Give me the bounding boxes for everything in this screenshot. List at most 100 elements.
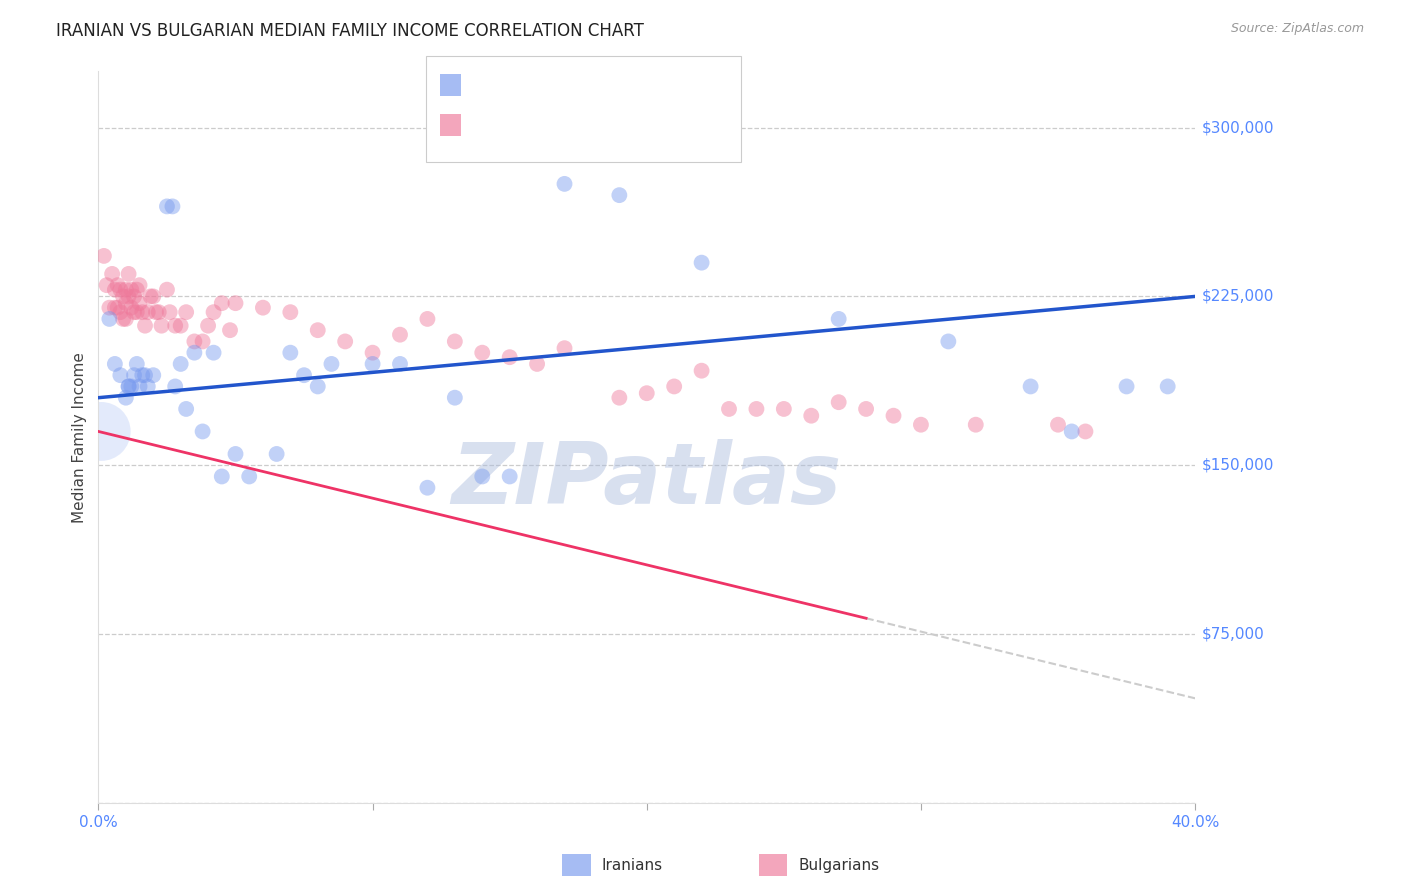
Point: [197, 318, 219, 333]
Point: [159, 305, 181, 319]
Point: [131, 305, 153, 319]
Text: Iranians: Iranians: [602, 858, 662, 872]
Point: [107, 301, 129, 315]
Point: [416, 312, 439, 326]
Point: [388, 357, 412, 371]
Point: [107, 278, 129, 293]
Point: [202, 305, 225, 319]
Point: [1019, 379, 1042, 393]
Point: [104, 283, 127, 297]
Point: [110, 305, 132, 319]
Point: [773, 401, 796, 416]
Point: [219, 323, 242, 337]
Point: [134, 368, 156, 383]
Point: [499, 350, 522, 364]
Point: [145, 305, 167, 319]
Point: [690, 255, 713, 269]
Point: [148, 305, 170, 319]
Text: 0.286: 0.286: [510, 78, 558, 92]
Point: [120, 283, 142, 297]
Point: [307, 379, 329, 393]
Point: [526, 357, 548, 371]
Point: [965, 417, 987, 432]
Point: [162, 199, 184, 213]
Point: [855, 401, 877, 416]
Point: [117, 379, 139, 393]
Point: [828, 395, 851, 409]
Point: [104, 357, 127, 371]
Text: $225,000: $225,000: [1202, 289, 1274, 304]
Point: [211, 296, 233, 310]
Point: [93, 249, 115, 263]
Text: R =: R =: [471, 118, 505, 132]
Point: [90, 425, 112, 439]
Point: [122, 368, 145, 383]
Point: [609, 188, 631, 202]
Point: [191, 425, 214, 439]
Point: [211, 469, 233, 483]
Point: [125, 357, 148, 371]
Point: [120, 379, 142, 393]
Point: [122, 289, 145, 303]
Point: [136, 379, 159, 393]
Text: ZIPatlas: ZIPatlas: [451, 440, 842, 523]
Point: [718, 401, 741, 416]
Point: [96, 278, 118, 293]
Y-axis label: Median Family Income: Median Family Income: [72, 351, 87, 523]
Point: [122, 305, 145, 319]
Point: [266, 447, 288, 461]
Point: [115, 283, 138, 297]
Point: [139, 289, 162, 303]
Point: [115, 296, 138, 310]
Point: [142, 289, 165, 303]
Point: [361, 345, 384, 359]
Point: [183, 345, 205, 359]
Point: [883, 409, 905, 423]
Point: [1157, 379, 1180, 393]
Text: $150,000: $150,000: [1202, 458, 1274, 473]
Point: [321, 357, 343, 371]
Text: -0.358: -0.358: [510, 118, 565, 132]
Point: [361, 357, 384, 371]
Point: [150, 318, 173, 333]
Text: R =: R =: [471, 78, 505, 92]
Point: [112, 312, 135, 326]
Point: [636, 386, 658, 401]
Point: [165, 318, 187, 333]
Point: [156, 283, 179, 297]
Point: [938, 334, 960, 349]
Point: [104, 301, 127, 315]
Point: [191, 334, 214, 349]
Point: [98, 301, 121, 315]
Text: $300,000: $300,000: [1202, 120, 1275, 135]
Point: [444, 334, 467, 349]
Point: [117, 379, 139, 393]
Point: [174, 401, 197, 416]
Point: [609, 391, 631, 405]
Point: [165, 379, 187, 393]
Text: 49: 49: [598, 78, 619, 92]
Text: $75,000: $75,000: [1202, 626, 1265, 641]
Point: [471, 345, 494, 359]
Point: [1046, 417, 1070, 432]
Point: [238, 469, 260, 483]
Point: [112, 289, 135, 303]
Point: [183, 334, 205, 349]
Point: [125, 283, 148, 297]
Text: N =: N =: [561, 118, 595, 132]
Text: 72: 72: [598, 118, 619, 132]
Point: [1115, 379, 1137, 393]
Point: [174, 305, 197, 319]
Point: [156, 199, 179, 213]
Point: [170, 318, 193, 333]
Point: [499, 469, 522, 483]
Point: [1060, 425, 1083, 439]
Point: [800, 409, 823, 423]
Point: [115, 312, 138, 326]
Text: Source: ZipAtlas.com: Source: ZipAtlas.com: [1230, 22, 1364, 36]
Point: [252, 301, 274, 315]
Point: [416, 481, 439, 495]
Text: N =: N =: [561, 78, 595, 92]
Point: [225, 447, 247, 461]
Point: [828, 312, 851, 326]
